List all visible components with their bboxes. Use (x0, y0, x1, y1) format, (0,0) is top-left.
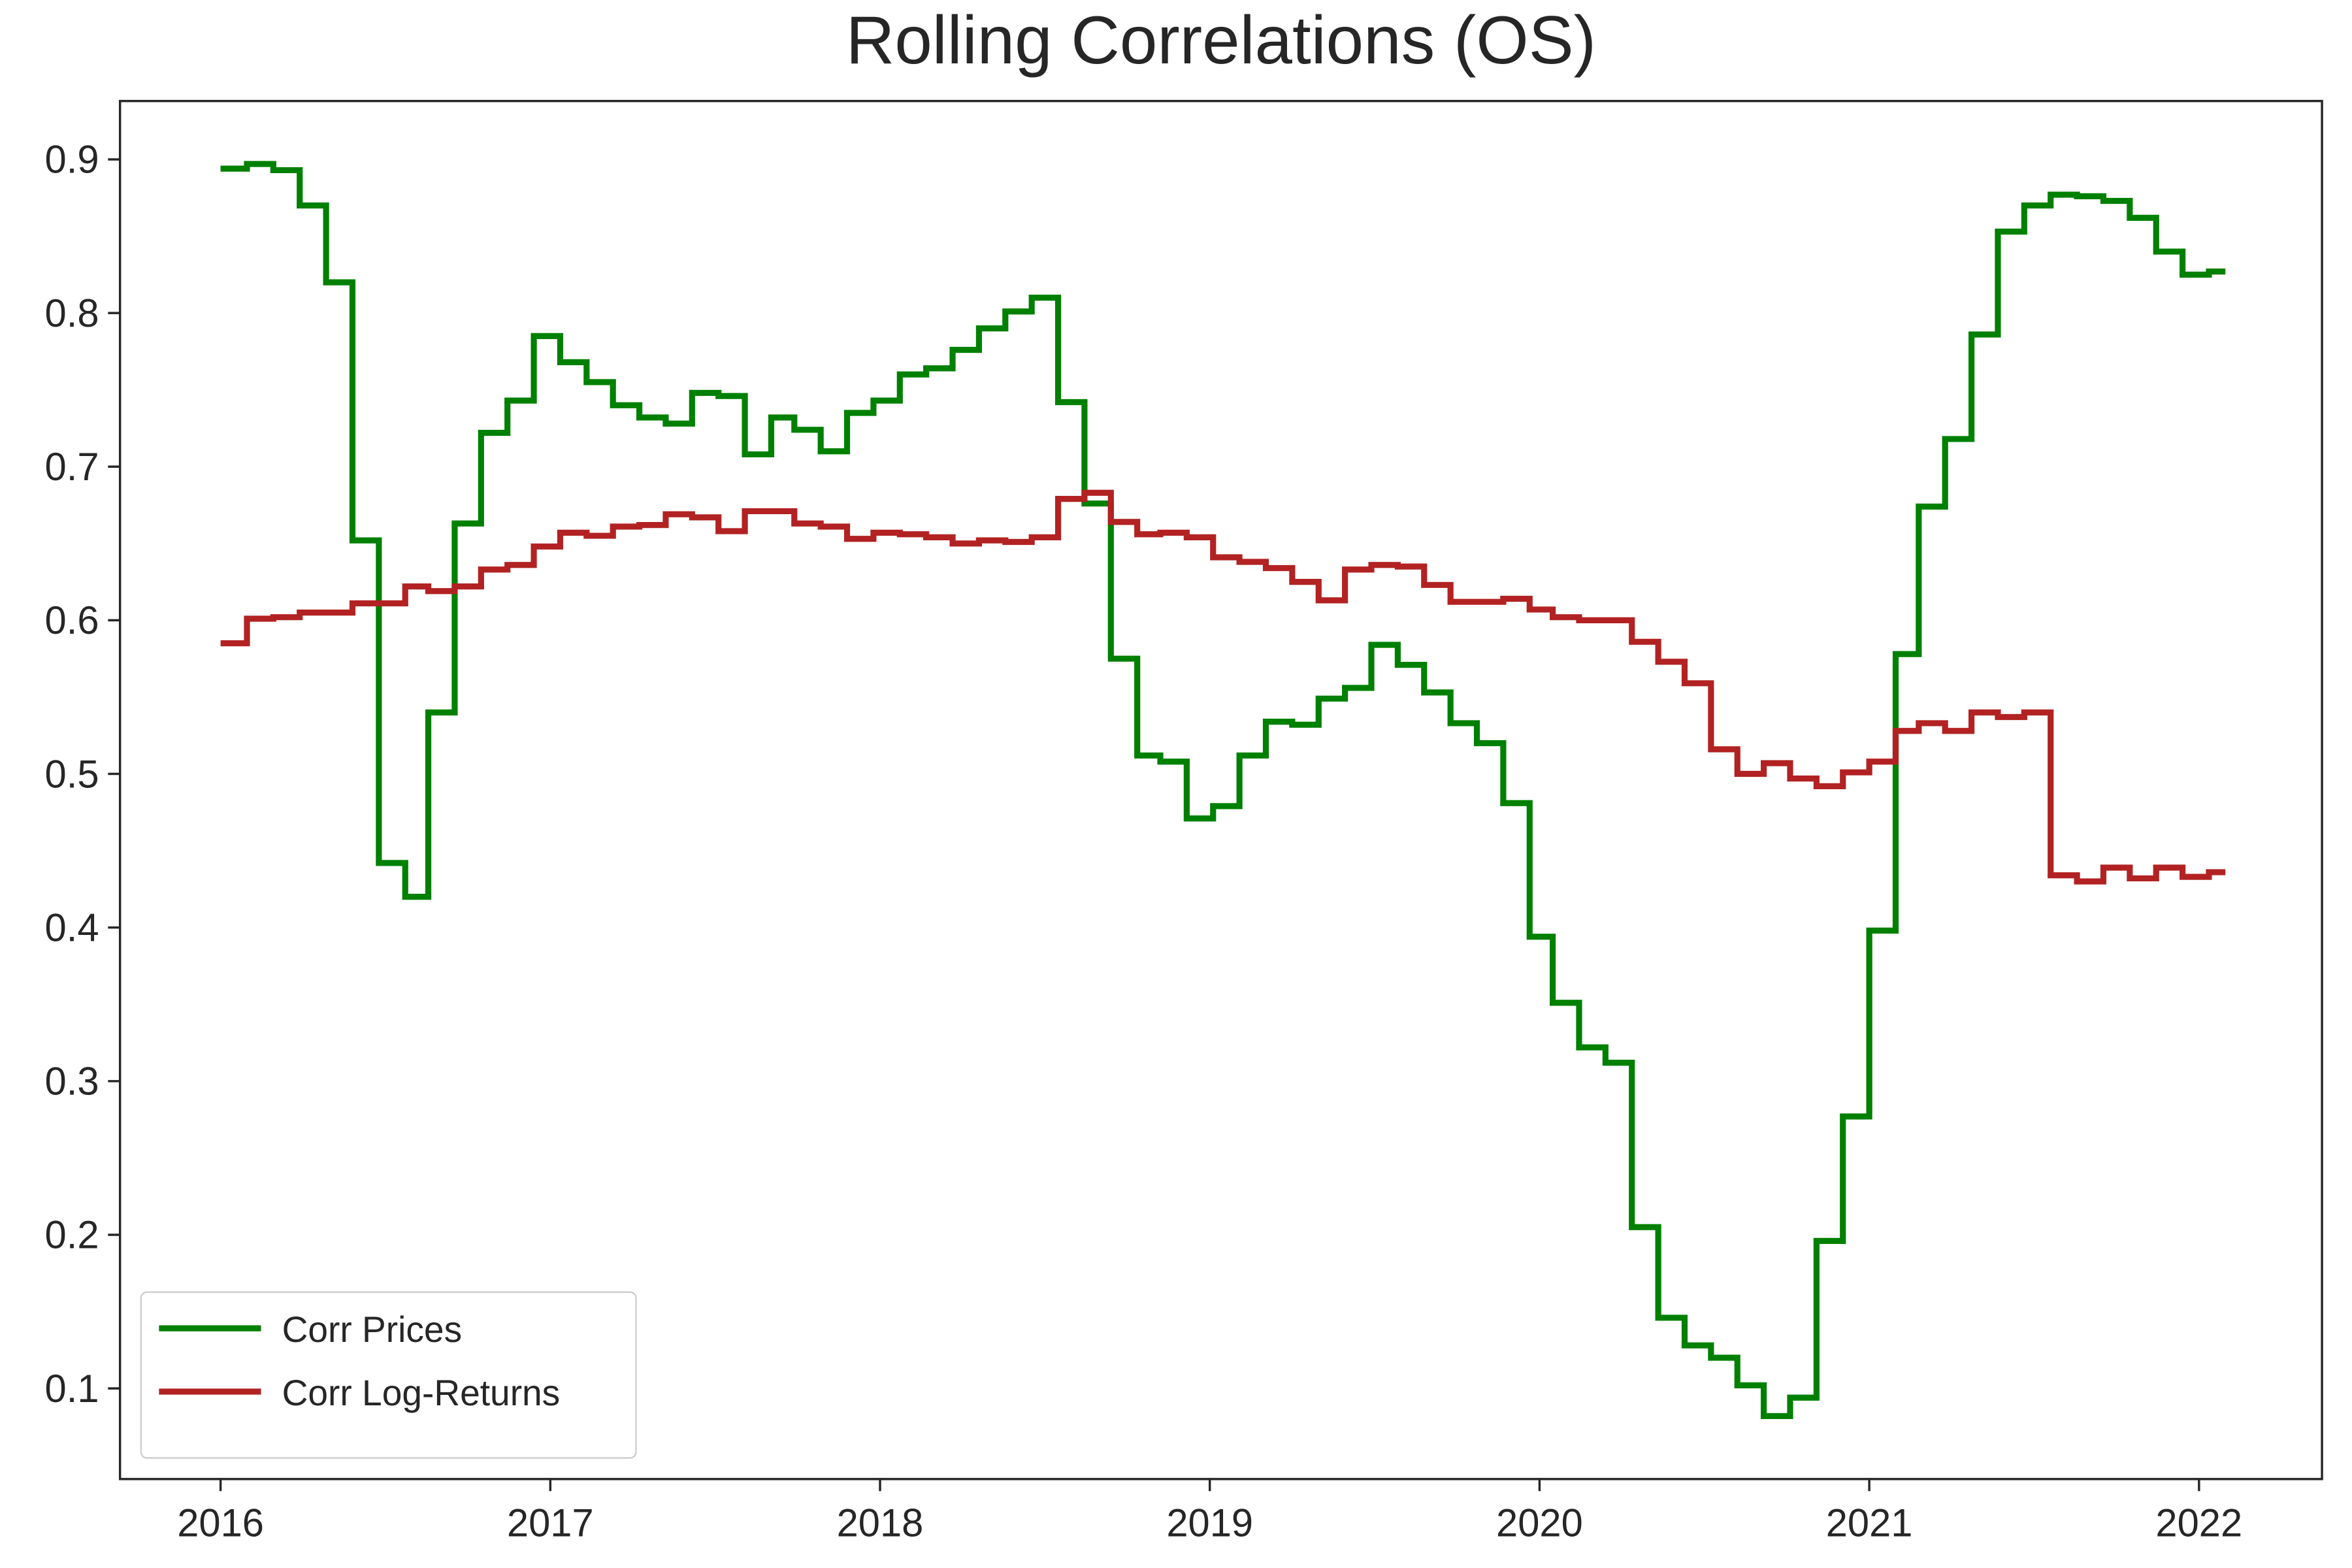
y-tick-label: 0.8 (45, 291, 99, 335)
x-tick-label: 2018 (837, 1501, 924, 1544)
y-tick-label: 0.5 (45, 752, 99, 796)
x-tick-label: 2019 (1166, 1501, 1253, 1544)
y-tick-label: 0.7 (45, 445, 99, 489)
x-tick-label: 2022 (2155, 1501, 2242, 1544)
line-series (220, 161, 2226, 1420)
x-tick-label: 2016 (177, 1501, 264, 1544)
legend-label: Corr Log-Returns (282, 1373, 561, 1413)
y-tick-label: 0.4 (45, 906, 99, 949)
y-tick-label: 0.6 (45, 598, 99, 642)
y-tick-label: 0.2 (45, 1213, 99, 1257)
plot-frame (118, 99, 2323, 1480)
y-tick-label: 0.3 (45, 1059, 99, 1103)
y-tick-label: 0.1 (45, 1367, 99, 1411)
legend-label: Corr Prices (282, 1309, 462, 1350)
legend-box (140, 1291, 637, 1459)
y-tick-label: 0.9 (45, 138, 99, 182)
line-series (220, 489, 2226, 885)
x-tick-label: 2017 (507, 1501, 594, 1544)
chart-title: Rolling Correlations (OS) (846, 2, 1596, 78)
x-tick-label: 2020 (1496, 1501, 1583, 1544)
x-tick-label: 2021 (1826, 1501, 1913, 1544)
